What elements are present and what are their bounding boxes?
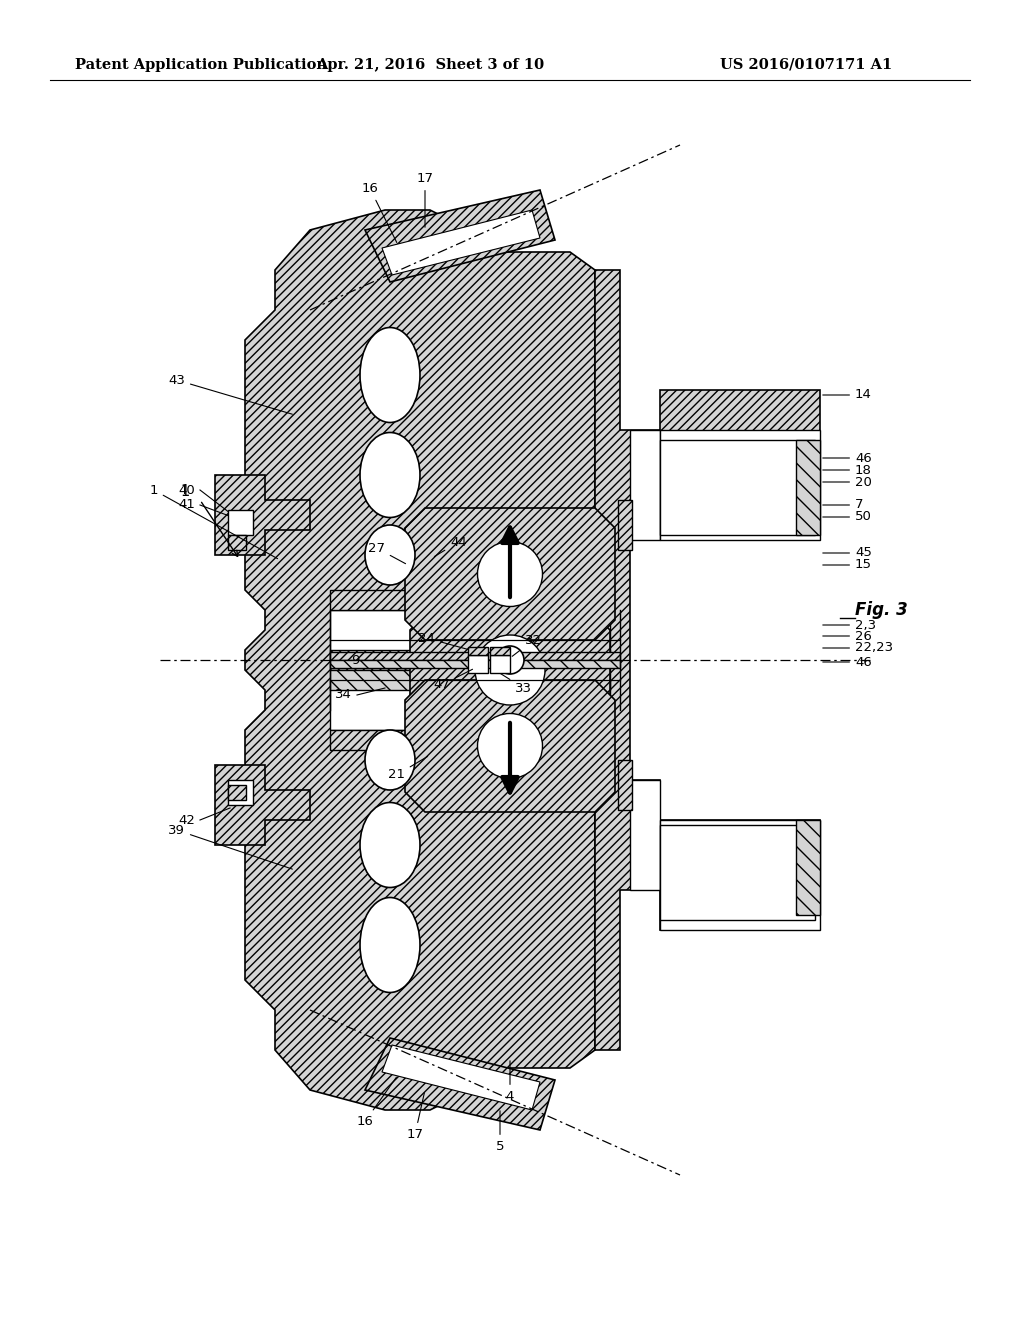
Text: 26: 26: [822, 630, 871, 643]
Polygon shape: [245, 210, 595, 1110]
Text: 7: 7: [822, 499, 863, 511]
Bar: [468, 647, 488, 655]
Text: 2,3: 2,3: [822, 619, 877, 631]
Text: 15: 15: [822, 558, 872, 572]
Text: 46: 46: [822, 451, 871, 465]
Bar: [228, 510, 253, 535]
Text: 4: 4: [506, 1061, 514, 1104]
Polygon shape: [382, 1045, 540, 1110]
Ellipse shape: [496, 645, 524, 675]
Polygon shape: [406, 508, 615, 640]
Text: 40: 40: [178, 483, 195, 496]
Ellipse shape: [477, 541, 543, 606]
Text: 16: 16: [361, 182, 396, 243]
Polygon shape: [406, 680, 615, 812]
Text: 1: 1: [181, 484, 190, 499]
Text: Fig. 3: Fig. 3: [855, 601, 907, 619]
Polygon shape: [215, 766, 310, 845]
Ellipse shape: [360, 898, 420, 993]
Text: 46: 46: [822, 656, 871, 668]
Polygon shape: [365, 190, 555, 282]
Ellipse shape: [360, 433, 420, 517]
Polygon shape: [215, 475, 310, 554]
Bar: [660, 440, 815, 535]
Ellipse shape: [360, 327, 420, 422]
Bar: [618, 500, 632, 550]
Text: Apr. 21, 2016  Sheet 3 of 10: Apr. 21, 2016 Sheet 3 of 10: [316, 58, 544, 73]
Text: 41: 41: [178, 499, 195, 511]
Bar: [228, 535, 246, 550]
Text: 22,23: 22,23: [822, 642, 893, 655]
Text: 24: 24: [418, 631, 467, 649]
Bar: [330, 590, 610, 610]
Text: 1: 1: [150, 483, 278, 558]
Bar: [630, 430, 660, 540]
Text: 18: 18: [822, 463, 871, 477]
Bar: [796, 440, 820, 535]
Text: 47: 47: [433, 669, 472, 692]
Bar: [490, 647, 510, 655]
Text: 20: 20: [822, 475, 871, 488]
Ellipse shape: [360, 803, 420, 887]
Text: 21: 21: [388, 756, 428, 781]
Polygon shape: [410, 610, 610, 730]
Polygon shape: [595, 271, 820, 1049]
Ellipse shape: [365, 730, 415, 789]
Text: US 2016/0107171 A1: US 2016/0107171 A1: [720, 58, 892, 73]
Bar: [660, 430, 820, 540]
Bar: [330, 730, 610, 750]
Ellipse shape: [475, 635, 545, 705]
Text: 50: 50: [822, 511, 871, 524]
Bar: [228, 785, 246, 800]
Bar: [796, 820, 820, 915]
Ellipse shape: [365, 525, 415, 585]
Text: 44: 44: [434, 536, 467, 557]
Text: 5: 5: [496, 1110, 504, 1152]
Bar: [330, 610, 610, 660]
Text: 39: 39: [168, 824, 293, 869]
Bar: [330, 649, 610, 671]
Bar: [330, 652, 620, 660]
Bar: [468, 655, 488, 673]
Text: 43: 43: [168, 374, 292, 414]
Text: 33: 33: [501, 673, 532, 694]
Text: 14: 14: [822, 388, 871, 401]
Ellipse shape: [477, 714, 543, 779]
Bar: [330, 660, 620, 668]
Bar: [330, 680, 610, 730]
Bar: [618, 760, 632, 810]
Text: 42: 42: [178, 813, 195, 826]
Text: 17: 17: [407, 1093, 424, 1140]
Bar: [330, 671, 610, 690]
Text: 16: 16: [356, 1077, 396, 1129]
Text: 32: 32: [512, 634, 542, 656]
Polygon shape: [382, 210, 540, 275]
Text: 9: 9: [351, 653, 360, 667]
Text: 34: 34: [335, 689, 352, 701]
Bar: [490, 655, 510, 673]
Bar: [228, 780, 253, 805]
Text: 27: 27: [368, 541, 406, 564]
Bar: [660, 825, 815, 920]
Bar: [630, 780, 660, 890]
Text: Patent Application Publication: Patent Application Publication: [75, 58, 327, 73]
Bar: [660, 820, 820, 931]
Text: 17: 17: [417, 172, 433, 227]
Polygon shape: [365, 1038, 555, 1130]
Text: 45: 45: [822, 546, 871, 560]
